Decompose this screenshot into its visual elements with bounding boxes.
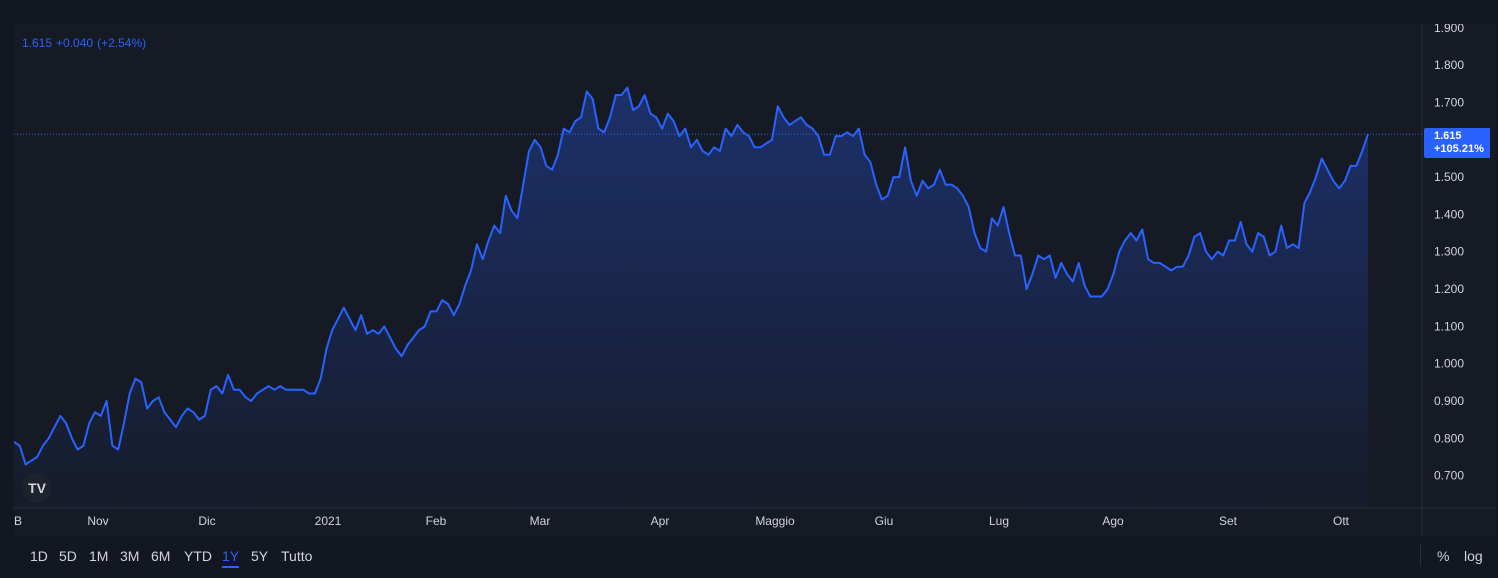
toolbar-divider <box>1420 544 1421 566</box>
tradingview-logo-text: TV <box>28 480 46 496</box>
timeframe-5y[interactable]: 5Y <box>251 548 269 564</box>
x-tick-label: Set <box>1219 514 1238 528</box>
x-tick-label: Apr <box>651 514 670 528</box>
timeframe-ytd[interactable]: YTD <box>184 548 212 564</box>
timeframe-3m[interactable]: 3M <box>120 548 140 564</box>
y-tick-label: 1.500 <box>1434 170 1464 184</box>
x-tick-label: Dic <box>198 514 215 528</box>
legend-price: 1.615 <box>22 36 53 50</box>
badge-pct: +105.21% <box>1434 143 1484 155</box>
price-legend: 1.615 +0.040 (+2.54%) <box>22 36 150 50</box>
x-tick-label: Ott <box>1333 514 1350 528</box>
x-tick-label: B <box>14 514 22 528</box>
x-tick-label: Giu <box>875 514 894 528</box>
y-tick-label: 1.400 <box>1434 207 1464 221</box>
timeframe-5d[interactable]: 5D <box>59 548 77 564</box>
chart-area[interactable]: 1.9001.8001.7001.6001.5001.4001.3001.200… <box>14 24 1496 536</box>
y-tick-label: 0.800 <box>1434 431 1464 445</box>
price-chart[interactable]: 1.9001.8001.7001.6001.5001.4001.3001.200… <box>14 24 1496 536</box>
timeframe-all[interactable]: Tutto <box>281 548 313 564</box>
x-tick-label: Maggio <box>755 514 795 528</box>
timeframe-6m[interactable]: 6M <box>151 548 171 564</box>
y-tick-label: 1.200 <box>1434 282 1464 296</box>
timeframe-1d[interactable]: 1D <box>30 548 48 564</box>
x-tick-label: Nov <box>87 514 108 528</box>
x-tick-label: Ago <box>1102 514 1124 528</box>
x-tick-label: Feb <box>426 514 447 528</box>
log-scale-toggle[interactable]: log <box>1464 548 1483 564</box>
y-tick-label: 1.900 <box>1434 24 1464 35</box>
y-tick-label: 1.100 <box>1434 319 1464 333</box>
percent-scale-toggle[interactable]: % <box>1437 548 1450 564</box>
x-tick-label: Lug <box>989 514 1009 528</box>
timeframe-toolbar <box>0 537 1498 578</box>
legend-change: +0.040 <box>56 36 94 50</box>
y-tick-label: 0.700 <box>1434 469 1464 483</box>
area-fill <box>14 87 1368 508</box>
badge-price: 1.615 <box>1434 130 1462 142</box>
x-tick-label: 2021 <box>315 514 342 528</box>
legend-change-pct: (+2.54%) <box>97 36 147 50</box>
x-tick-label: Mar <box>530 514 551 528</box>
tradingview-logo[interactable]: TV <box>22 473 52 503</box>
last-price-badge: 1.615 +105.21% <box>1424 128 1490 158</box>
y-tick-label: 0.900 <box>1434 394 1464 408</box>
y-tick-label: 1.800 <box>1434 58 1464 72</box>
y-tick-label: 1.700 <box>1434 95 1464 109</box>
y-tick-label: 1.300 <box>1434 245 1464 259</box>
y-tick-label: 1.000 <box>1434 357 1464 371</box>
timeframe-1m[interactable]: 1M <box>89 548 109 564</box>
timeframe-1y[interactable]: 1Y <box>222 548 240 568</box>
price-line <box>14 86 1369 466</box>
